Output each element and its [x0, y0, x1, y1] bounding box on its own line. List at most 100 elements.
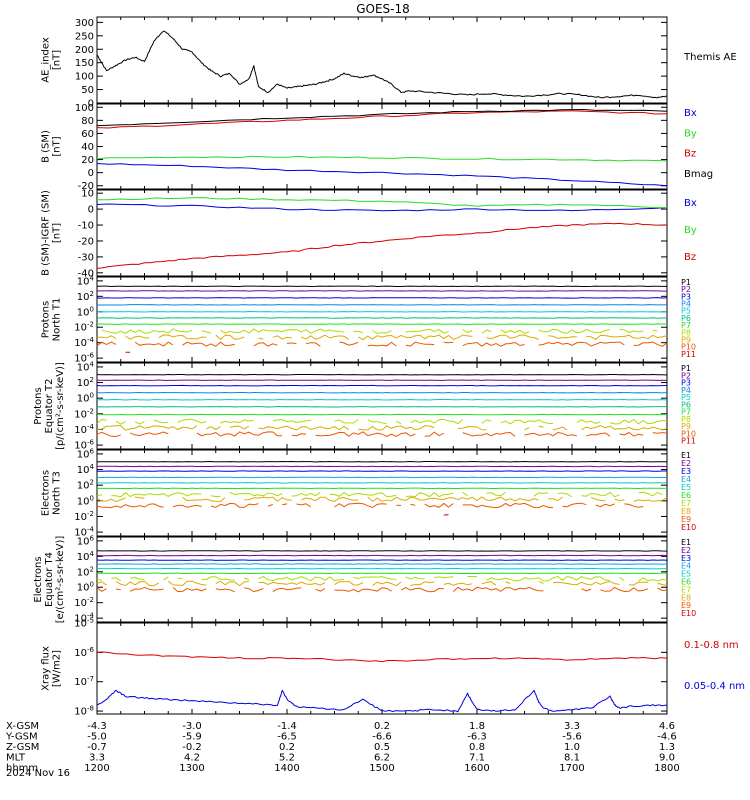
legend-item: Bx [684, 198, 697, 209]
level-line-e8 [167, 580, 207, 587]
level-line-p9 [486, 334, 539, 340]
level-line-p8 [220, 328, 345, 334]
legend-item: E4 [681, 562, 691, 571]
level-line-e7 [130, 576, 145, 581]
legend-item: E3 [681, 467, 691, 476]
legend-item: E7 [681, 499, 691, 508]
legend-item: P1 [681, 364, 691, 373]
level-line-e7 [210, 495, 221, 498]
level-line-p10 [538, 341, 625, 347]
level-line-e7 [244, 577, 250, 580]
level-line-e8 [552, 581, 620, 586]
y-tick-label: 0 [88, 168, 94, 179]
level-line-p8 [353, 330, 364, 334]
level-line-e9 [334, 502, 387, 509]
level-line-e9 [600, 586, 649, 593]
level-line-e5 [96, 482, 668, 484]
y-axis-label: Protons [33, 387, 44, 424]
level-line-e7 [581, 491, 620, 498]
level-line-e8 [301, 496, 359, 502]
chart-title: GOES-18 [356, 2, 410, 16]
footer-value: 0.2 [279, 742, 295, 753]
level-line-p10 [524, 431, 577, 437]
level-line-p10 [134, 341, 174, 347]
level-line-e7 [405, 576, 425, 580]
legend-item: P11 [681, 437, 696, 446]
y-tick-label: 0 [88, 205, 94, 216]
y-axis-label: [e/(cm²-s-sr-keV)] [55, 536, 66, 624]
y-axis-label: [nT] [52, 223, 63, 243]
legend-item: P11 [681, 350, 696, 359]
y-tick-label: 250 [75, 31, 94, 42]
legend-item: E8 [681, 593, 691, 602]
y-tick-label: 80 [81, 116, 94, 127]
level-line-p8 [372, 330, 392, 334]
legend-item: E9 [681, 515, 691, 524]
level-line-e9 [210, 502, 259, 508]
level-line-p8 [500, 419, 554, 425]
level-line-e4 [96, 563, 668, 565]
level-line-p8 [220, 419, 254, 424]
level-line-e7 [405, 491, 454, 498]
y-tick-label: 104 [77, 550, 95, 563]
legend-item: E5 [681, 483, 691, 492]
level-line-p10 [286, 342, 297, 345]
level-line-p10 [619, 431, 644, 437]
level-line-e8 [258, 581, 326, 586]
y-axis-label: Electrons [33, 556, 44, 602]
level-line-p9 [215, 334, 245, 341]
legend-item: Bz [684, 252, 696, 263]
level-line-e7 [329, 491, 397, 498]
level-line-e9 [595, 503, 615, 508]
legend-item: By [684, 128, 697, 139]
level-line-p8 [410, 418, 464, 425]
y-tick-label: 60 [81, 129, 94, 140]
level-line-e8 [96, 581, 107, 586]
series-line-themis-ae [96, 30, 668, 99]
level-line-p9 [258, 337, 264, 340]
level-line-p8 [652, 329, 658, 332]
footer-value: 4.2 [184, 753, 200, 764]
footer-value: 1600 [464, 763, 489, 774]
level-line-e7 [638, 491, 663, 497]
level-line-e9 [267, 504, 273, 507]
level-line-e9 [334, 587, 392, 593]
level-line-p9 [229, 425, 250, 430]
level-line-e8 [372, 581, 402, 587]
level-line-e9 [244, 587, 264, 593]
level-line-e8 [657, 582, 668, 586]
level-line-e9 [282, 503, 288, 506]
series-line-bz [96, 222, 668, 269]
level-line-p9 [358, 334, 473, 341]
level-line-e9 [115, 588, 121, 591]
legend-item: E1 [681, 538, 691, 547]
level-line-p10 [315, 431, 416, 437]
y-tick-label: 10-6 [74, 646, 94, 659]
legend-item: P2 [681, 371, 691, 380]
level-line-p6 [96, 405, 667, 408]
legend-item: E10 [681, 523, 696, 532]
footer-value: -5.6 [562, 732, 582, 743]
level-line-e8 [538, 580, 544, 585]
footer-value: -3.0 [182, 721, 202, 732]
legend-item: P5 [681, 307, 691, 316]
footer-value: 1500 [369, 763, 394, 774]
y-tick-label: 40 [81, 142, 94, 153]
level-line-p8 [96, 418, 107, 424]
level-line-e8 [410, 581, 435, 586]
footer-value: 0.8 [469, 742, 485, 753]
level-line-e9 [215, 588, 235, 593]
level-line-p9 [538, 425, 544, 428]
y-tick-label: 20 [81, 155, 94, 166]
level-line-e8 [590, 497, 606, 502]
level-line-e7 [177, 577, 183, 580]
legend-item: P3 [681, 379, 691, 388]
legend-item: P7 [681, 408, 691, 417]
series-line-by [97, 197, 668, 209]
level-line-e7 [638, 577, 668, 582]
level-line-p10 [96, 431, 121, 438]
level-line-p10 [586, 432, 611, 437]
